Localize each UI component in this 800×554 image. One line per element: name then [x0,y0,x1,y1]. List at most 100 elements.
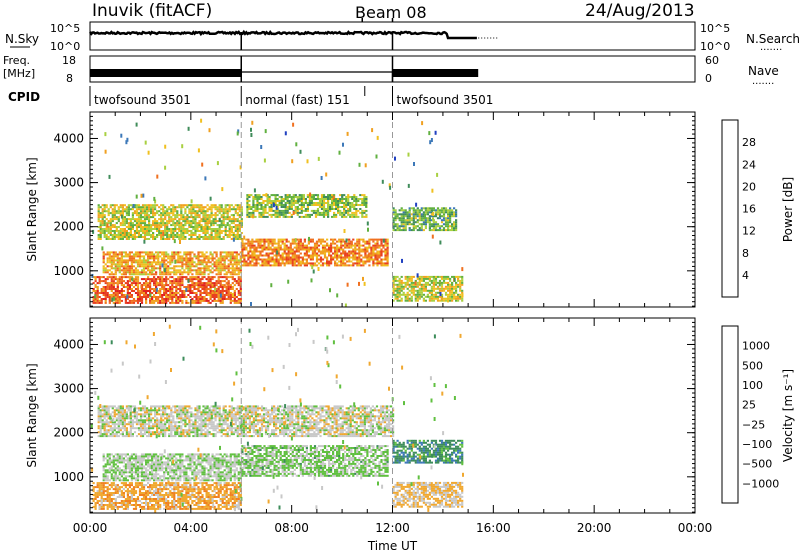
echo-cell [295,256,298,259]
echo-cell [157,498,160,500]
colorbar-tick-label: 24 [742,158,756,171]
echo-cell [116,263,119,266]
echo-cell [396,275,399,278]
echo-cell [394,215,397,218]
echo-cell [131,214,134,217]
echo-cell [428,275,431,278]
echo-cell [424,221,427,224]
echo-cell [187,301,190,304]
echo-cell [281,248,284,251]
echo-cell [113,212,116,215]
echo-cell [167,273,170,276]
echo-cell [338,248,341,251]
echo-speck [401,258,403,263]
echo-cell [143,220,147,223]
echo-cell [101,214,104,217]
echo-cell [363,196,366,198]
echo-cell [163,301,166,304]
echo-cell [96,282,99,285]
echo-cell [149,299,152,302]
echo-cell [394,229,397,232]
echo-cell [141,212,145,215]
echo-cell [216,236,219,238]
echo-cell [258,211,261,214]
echo-cell [444,291,448,294]
echo-cell [356,264,359,267]
echo-cell [392,209,395,212]
echo-cell [281,238,284,241]
echo-cell [267,256,270,259]
echo-cell [184,210,187,213]
echo-cell [299,264,302,267]
echo-cell [165,282,168,285]
echo-cell [189,271,192,274]
echo-cell [100,299,103,302]
echo-cell [213,263,216,266]
echo-cell [424,295,427,298]
echo-cell [281,260,284,263]
echo-cell [343,209,346,212]
echo-cell [331,200,334,202]
echo-cell [436,291,440,294]
echo-cell [135,222,139,225]
echo-cell [305,248,308,251]
echo-cell [183,296,186,298]
echo-cell [321,252,325,255]
echo-cell [266,204,269,206]
echo-cell [217,294,220,296]
echo-cell [428,211,431,214]
echo-cell [112,286,115,288]
echo-cell [188,230,191,232]
echo-cell [253,252,256,255]
echo-cell [256,209,259,212]
echo-cell [245,254,248,257]
echo-cell [118,276,121,279]
echo-cell [178,218,181,221]
echo-cell [453,275,456,278]
echo-cell [343,206,346,208]
echo-cell [303,252,306,255]
echo-cell [136,296,140,298]
echo-cell [412,207,415,210]
echo-cell [364,252,367,255]
echo-cell [412,211,415,214]
echo-speck [314,243,317,248]
echo-cell [241,238,244,241]
echo-cell [211,253,214,256]
freq-block [392,69,479,77]
echo-cell [378,256,381,259]
echo-cell [394,213,397,216]
echo-cell [225,257,228,260]
echo-cell [394,289,397,292]
echo-cell [291,240,294,243]
echo-cell [336,262,339,265]
echo-cell [327,209,330,212]
echo-cell [129,204,132,207]
echo-cell [339,213,342,216]
echo-cell [221,255,224,258]
echo-cell [165,263,168,266]
echo-cell [328,254,331,257]
echo-cell [374,248,377,251]
echo-cell [199,267,202,270]
echo-cell [338,240,341,243]
echo-cell [147,269,150,272]
echo-cell [394,297,397,300]
echo-cell [412,283,415,286]
echo-cell [222,222,225,225]
echo-cell [107,230,110,232]
echo-cell [147,507,150,510]
echo-cell [102,276,105,279]
echo-cell [205,269,208,272]
echo-cell [143,214,147,217]
echo-cell [384,252,387,255]
echo-cell [122,276,125,279]
echo-cell [175,269,178,272]
echo-cell [319,242,323,245]
echo-cell [248,194,251,197]
echo-cell [162,206,165,209]
echo-cell [139,224,143,227]
echo-cell [225,278,228,281]
echo-speck [197,148,200,153]
echo-cell [353,211,356,214]
